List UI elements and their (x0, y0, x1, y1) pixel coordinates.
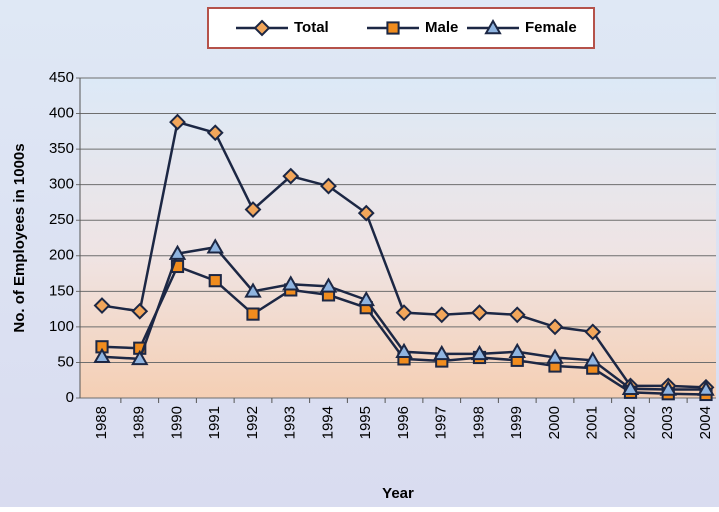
y-tick-label: 300 (49, 176, 74, 193)
y-axis-title: No. of Employees in 1000s (11, 143, 28, 332)
x-tick-label: 1999 (508, 406, 525, 439)
x-tick-label: 2001 (584, 406, 601, 439)
data-point (546, 318, 564, 336)
x-tick-label: 2004 (697, 406, 714, 439)
data-point (246, 307, 260, 321)
x-tick-label: 1990 (168, 406, 185, 439)
x-tick-label: 1995 (357, 406, 374, 439)
data-point (470, 344, 489, 361)
data-point (206, 238, 224, 254)
data-point (621, 379, 640, 396)
x-axis-title: Year (382, 485, 414, 502)
data-point (244, 282, 262, 298)
x-tick-label: 1988 (93, 406, 110, 439)
y-tick-label: 50 (57, 353, 74, 370)
x-tick-label: 1992 (244, 406, 261, 439)
data-point (208, 274, 222, 288)
legend-marker (253, 19, 271, 37)
data-point (168, 244, 187, 260)
x-tick-label: 1998 (470, 406, 487, 439)
data-point (282, 167, 300, 185)
data-point (131, 349, 149, 366)
data-point (319, 277, 338, 293)
data-point (508, 342, 526, 359)
data-point (433, 344, 451, 361)
y-tick-label: 100 (49, 318, 74, 335)
x-tick-label: 1991 (206, 406, 223, 439)
data-point (169, 113, 186, 131)
x-tick-label: 1994 (319, 406, 336, 439)
data-point (282, 275, 300, 291)
data-point (320, 177, 337, 195)
data-point (93, 297, 111, 314)
x-tick-label: 2003 (659, 406, 676, 439)
data-point (508, 306, 526, 324)
x-tick-label: 1993 (282, 406, 299, 439)
legend-marker (386, 21, 400, 35)
legend-label: Male (425, 19, 458, 36)
y-tick-label: 0 (66, 389, 74, 406)
x-tick-label: 1989 (131, 406, 148, 439)
data-point (546, 348, 564, 364)
y-tick-label: 350 (49, 140, 74, 157)
x-tick-label: 2002 (621, 406, 638, 439)
y-tick-label: 250 (49, 211, 74, 228)
y-tick-label: 200 (49, 247, 74, 264)
legend-marker (484, 18, 502, 35)
data-point (433, 306, 451, 324)
data-point (244, 201, 262, 218)
data-point (659, 380, 677, 396)
data-point (357, 290, 375, 307)
data-point (395, 342, 413, 359)
data-point (584, 323, 602, 341)
data-point (357, 204, 375, 222)
x-tick-label: 1997 (433, 406, 450, 439)
y-tick-label: 150 (49, 282, 74, 299)
x-tick-label: 2000 (546, 406, 563, 439)
y-tick-label: 400 (49, 105, 74, 122)
x-tick-label: 1996 (395, 406, 412, 439)
data-point (395, 304, 413, 322)
data-point (584, 351, 602, 367)
legend-label: Total (294, 19, 329, 36)
data-point (471, 304, 488, 322)
data-point (206, 124, 224, 142)
legend-label: Female (525, 19, 577, 36)
data-point (131, 302, 149, 320)
y-tick-label: 450 (49, 69, 74, 86)
data-point (93, 347, 111, 364)
data-point (697, 380, 715, 396)
